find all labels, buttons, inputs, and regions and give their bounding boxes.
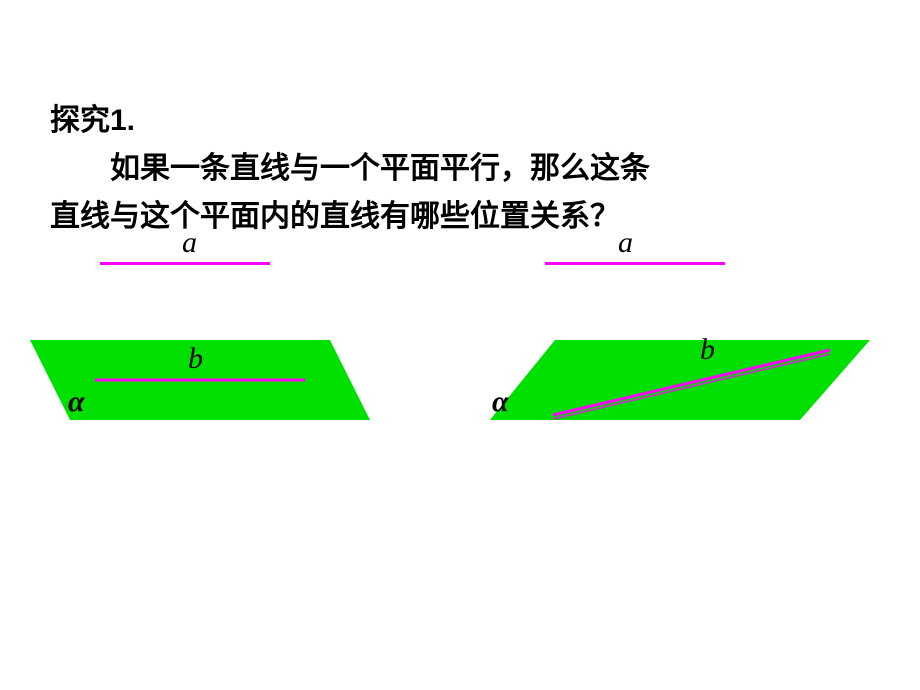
heading-line3: 直线与这个平面内的直线有哪些位置关系？ <box>50 191 620 235</box>
right-label-alpha: α <box>492 385 509 419</box>
heading-line2: 如果一条直线与一个平面平行，那么这条 <box>50 143 650 187</box>
right-plane-svg <box>0 230 920 490</box>
right-diagram: a b α <box>0 230 920 490</box>
right-label-b: b <box>700 333 715 367</box>
right-plane <box>490 340 870 420</box>
heading-line1: 探究1. <box>50 95 135 139</box>
diagram-area: a b α a b α <box>0 230 920 530</box>
